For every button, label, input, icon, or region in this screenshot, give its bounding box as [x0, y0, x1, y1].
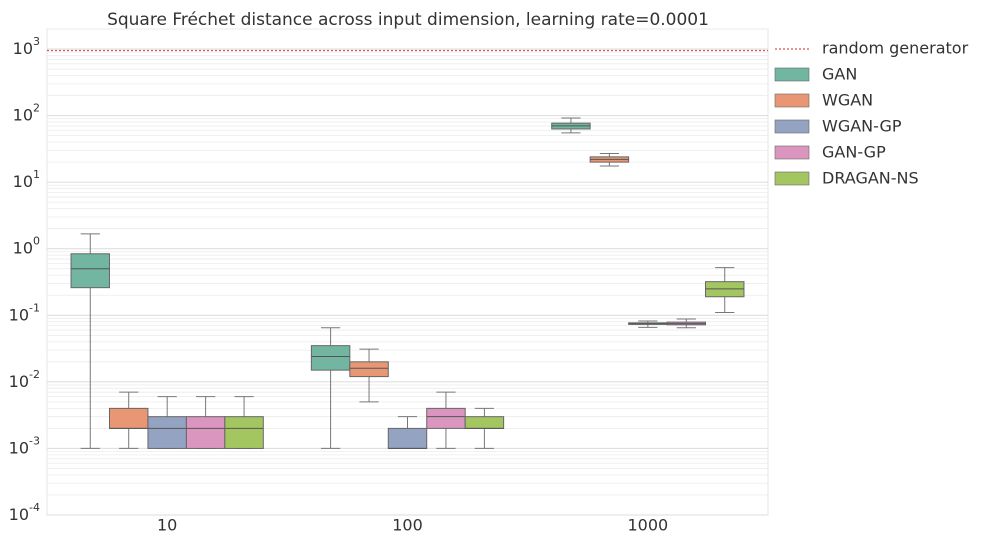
tick-exponent: -4	[29, 501, 40, 514]
chart-title: Square Fréchet distance across input dim…	[107, 10, 709, 30]
y-tick-label: 100	[13, 235, 40, 258]
tick-exponent: 0	[33, 235, 40, 248]
legend-label: DRAGAN-NS	[822, 169, 919, 188]
tick-exponent: -1	[29, 301, 40, 314]
tick-base: 10	[9, 305, 29, 324]
box	[464, 416, 505, 429]
box	[426, 407, 466, 429]
tick-base: 10	[13, 105, 33, 124]
tick-base: 10	[9, 371, 29, 390]
box	[349, 361, 389, 378]
legend-label: GAN-GP	[822, 143, 886, 162]
legend-label: WGAN	[822, 91, 873, 110]
y-tick-label: 10-2	[9, 368, 40, 391]
y-tick-label: 10-3	[9, 434, 40, 457]
y-tick-label: 103	[13, 35, 40, 58]
x-tick-label: 1000	[627, 516, 668, 533]
y-tick-label: 10-4	[9, 501, 40, 524]
legend-swatch	[774, 145, 810, 160]
x-tick-label: 100	[392, 516, 423, 533]
tick-base: 10	[13, 238, 33, 257]
tick-base: 10	[13, 172, 33, 191]
tick-base: 10	[13, 39, 33, 58]
tick-exponent: -3	[29, 434, 40, 447]
tick-base: 10	[9, 438, 29, 457]
legend-swatch	[774, 119, 810, 134]
legend-swatch	[774, 171, 810, 186]
legend-label: WGAN-GP	[822, 117, 902, 136]
y-tick-label: 101	[13, 168, 40, 191]
tick-exponent: 1	[33, 168, 40, 181]
box	[387, 427, 428, 449]
x-tick-label: 10	[157, 516, 177, 533]
legend-swatch	[774, 93, 810, 108]
legend-swatch	[774, 67, 810, 82]
legend-label: GAN	[822, 65, 857, 84]
box	[108, 407, 149, 429]
box	[310, 345, 351, 371]
legend-label: random generator	[822, 39, 969, 58]
tick-base: 10	[9, 505, 29, 524]
box	[147, 416, 187, 449]
box	[185, 416, 226, 449]
tick-exponent: -2	[29, 368, 40, 381]
y-tick-label: 102	[13, 102, 40, 125]
box	[70, 253, 110, 289]
tick-exponent: 3	[33, 35, 40, 48]
y-tick-label: 10-1	[9, 301, 40, 324]
box	[224, 416, 264, 449]
tick-exponent: 2	[33, 102, 40, 115]
